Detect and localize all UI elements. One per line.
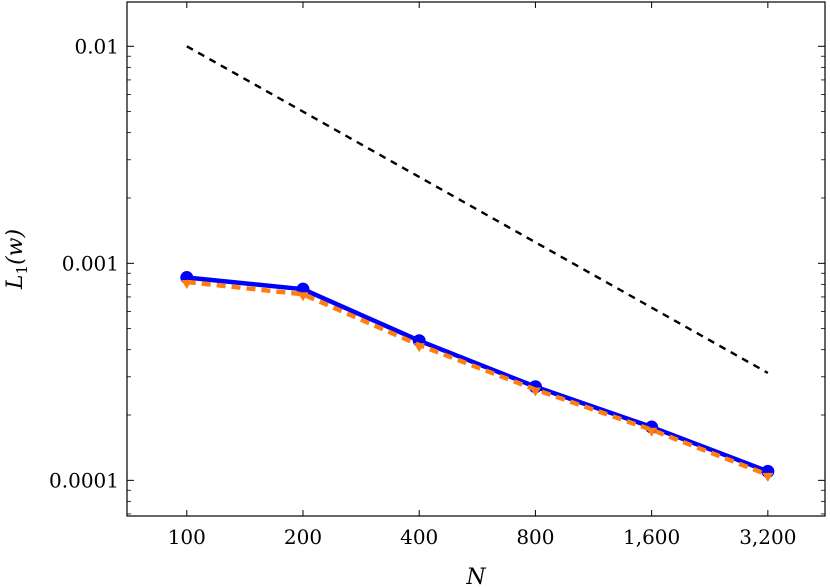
x-axis-label: N bbox=[465, 565, 486, 587]
x-tick-label: 800 bbox=[516, 525, 554, 549]
series-2-point bbox=[181, 280, 193, 290]
tick-labels: 100 200 400 800 1,600 3,200 0.0001 0.001 0.01 bbox=[49, 34, 796, 549]
x-tick-label: 200 bbox=[284, 525, 322, 549]
x-tick-label: 400 bbox=[400, 525, 438, 549]
x-tick-label: 100 bbox=[168, 525, 206, 549]
axis-ticks bbox=[127, 2, 825, 516]
y-tick-label: 0.01 bbox=[74, 34, 119, 58]
y-tick-label: 0.001 bbox=[62, 251, 119, 275]
y-axis-label-base: L bbox=[3, 274, 28, 290]
y-axis-label-rest: (w) bbox=[3, 229, 28, 265]
series-2-point bbox=[646, 427, 658, 437]
y-axis-label: L1(w) bbox=[3, 229, 31, 290]
series-1-line bbox=[186, 275, 769, 474]
y-tick-label: 0.0001 bbox=[49, 468, 119, 492]
series-2-point bbox=[529, 387, 541, 397]
series-3-line bbox=[186, 45, 769, 374]
series-layer bbox=[180, 45, 775, 482]
series-2-point bbox=[297, 292, 309, 302]
x-tick-label: 3,200 bbox=[739, 525, 796, 549]
series-2-line bbox=[186, 279, 769, 477]
x-tick-label: 1,600 bbox=[623, 525, 680, 549]
y-axis-label-sub: 1 bbox=[13, 265, 31, 275]
series-2-point bbox=[413, 343, 425, 353]
plot-frame bbox=[126, 1, 826, 517]
series-2-point bbox=[762, 472, 774, 482]
